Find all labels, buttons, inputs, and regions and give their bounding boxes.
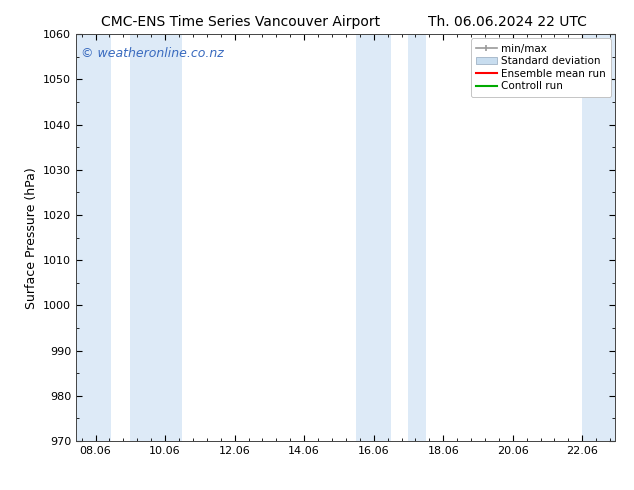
Bar [76, 34, 111, 441]
Text: Th. 06.06.2024 22 UTC: Th. 06.06.2024 22 UTC [428, 15, 586, 29]
Bar [582, 34, 615, 441]
Bar [356, 34, 391, 441]
Bar [408, 34, 426, 441]
Text: © weatheronline.co.nz: © weatheronline.co.nz [81, 47, 224, 59]
Y-axis label: Surface Pressure (hPa): Surface Pressure (hPa) [25, 167, 37, 309]
Legend: min/max, Standard deviation, Ensemble mean run, Controll run: min/max, Standard deviation, Ensemble me… [470, 39, 611, 97]
Bar [131, 34, 183, 441]
Text: CMC-ENS Time Series Vancouver Airport: CMC-ENS Time Series Vancouver Airport [101, 15, 380, 29]
